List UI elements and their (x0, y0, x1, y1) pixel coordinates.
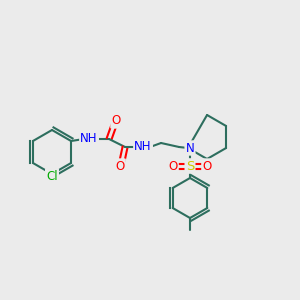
Text: NH: NH (134, 140, 152, 154)
Text: Cl: Cl (46, 169, 58, 182)
Text: O: O (202, 160, 211, 172)
Text: O: O (168, 160, 178, 172)
Text: O: O (116, 160, 125, 172)
Text: S: S (186, 160, 194, 172)
Text: O: O (111, 115, 121, 128)
Text: NH: NH (80, 133, 98, 146)
Text: N: N (186, 142, 194, 154)
